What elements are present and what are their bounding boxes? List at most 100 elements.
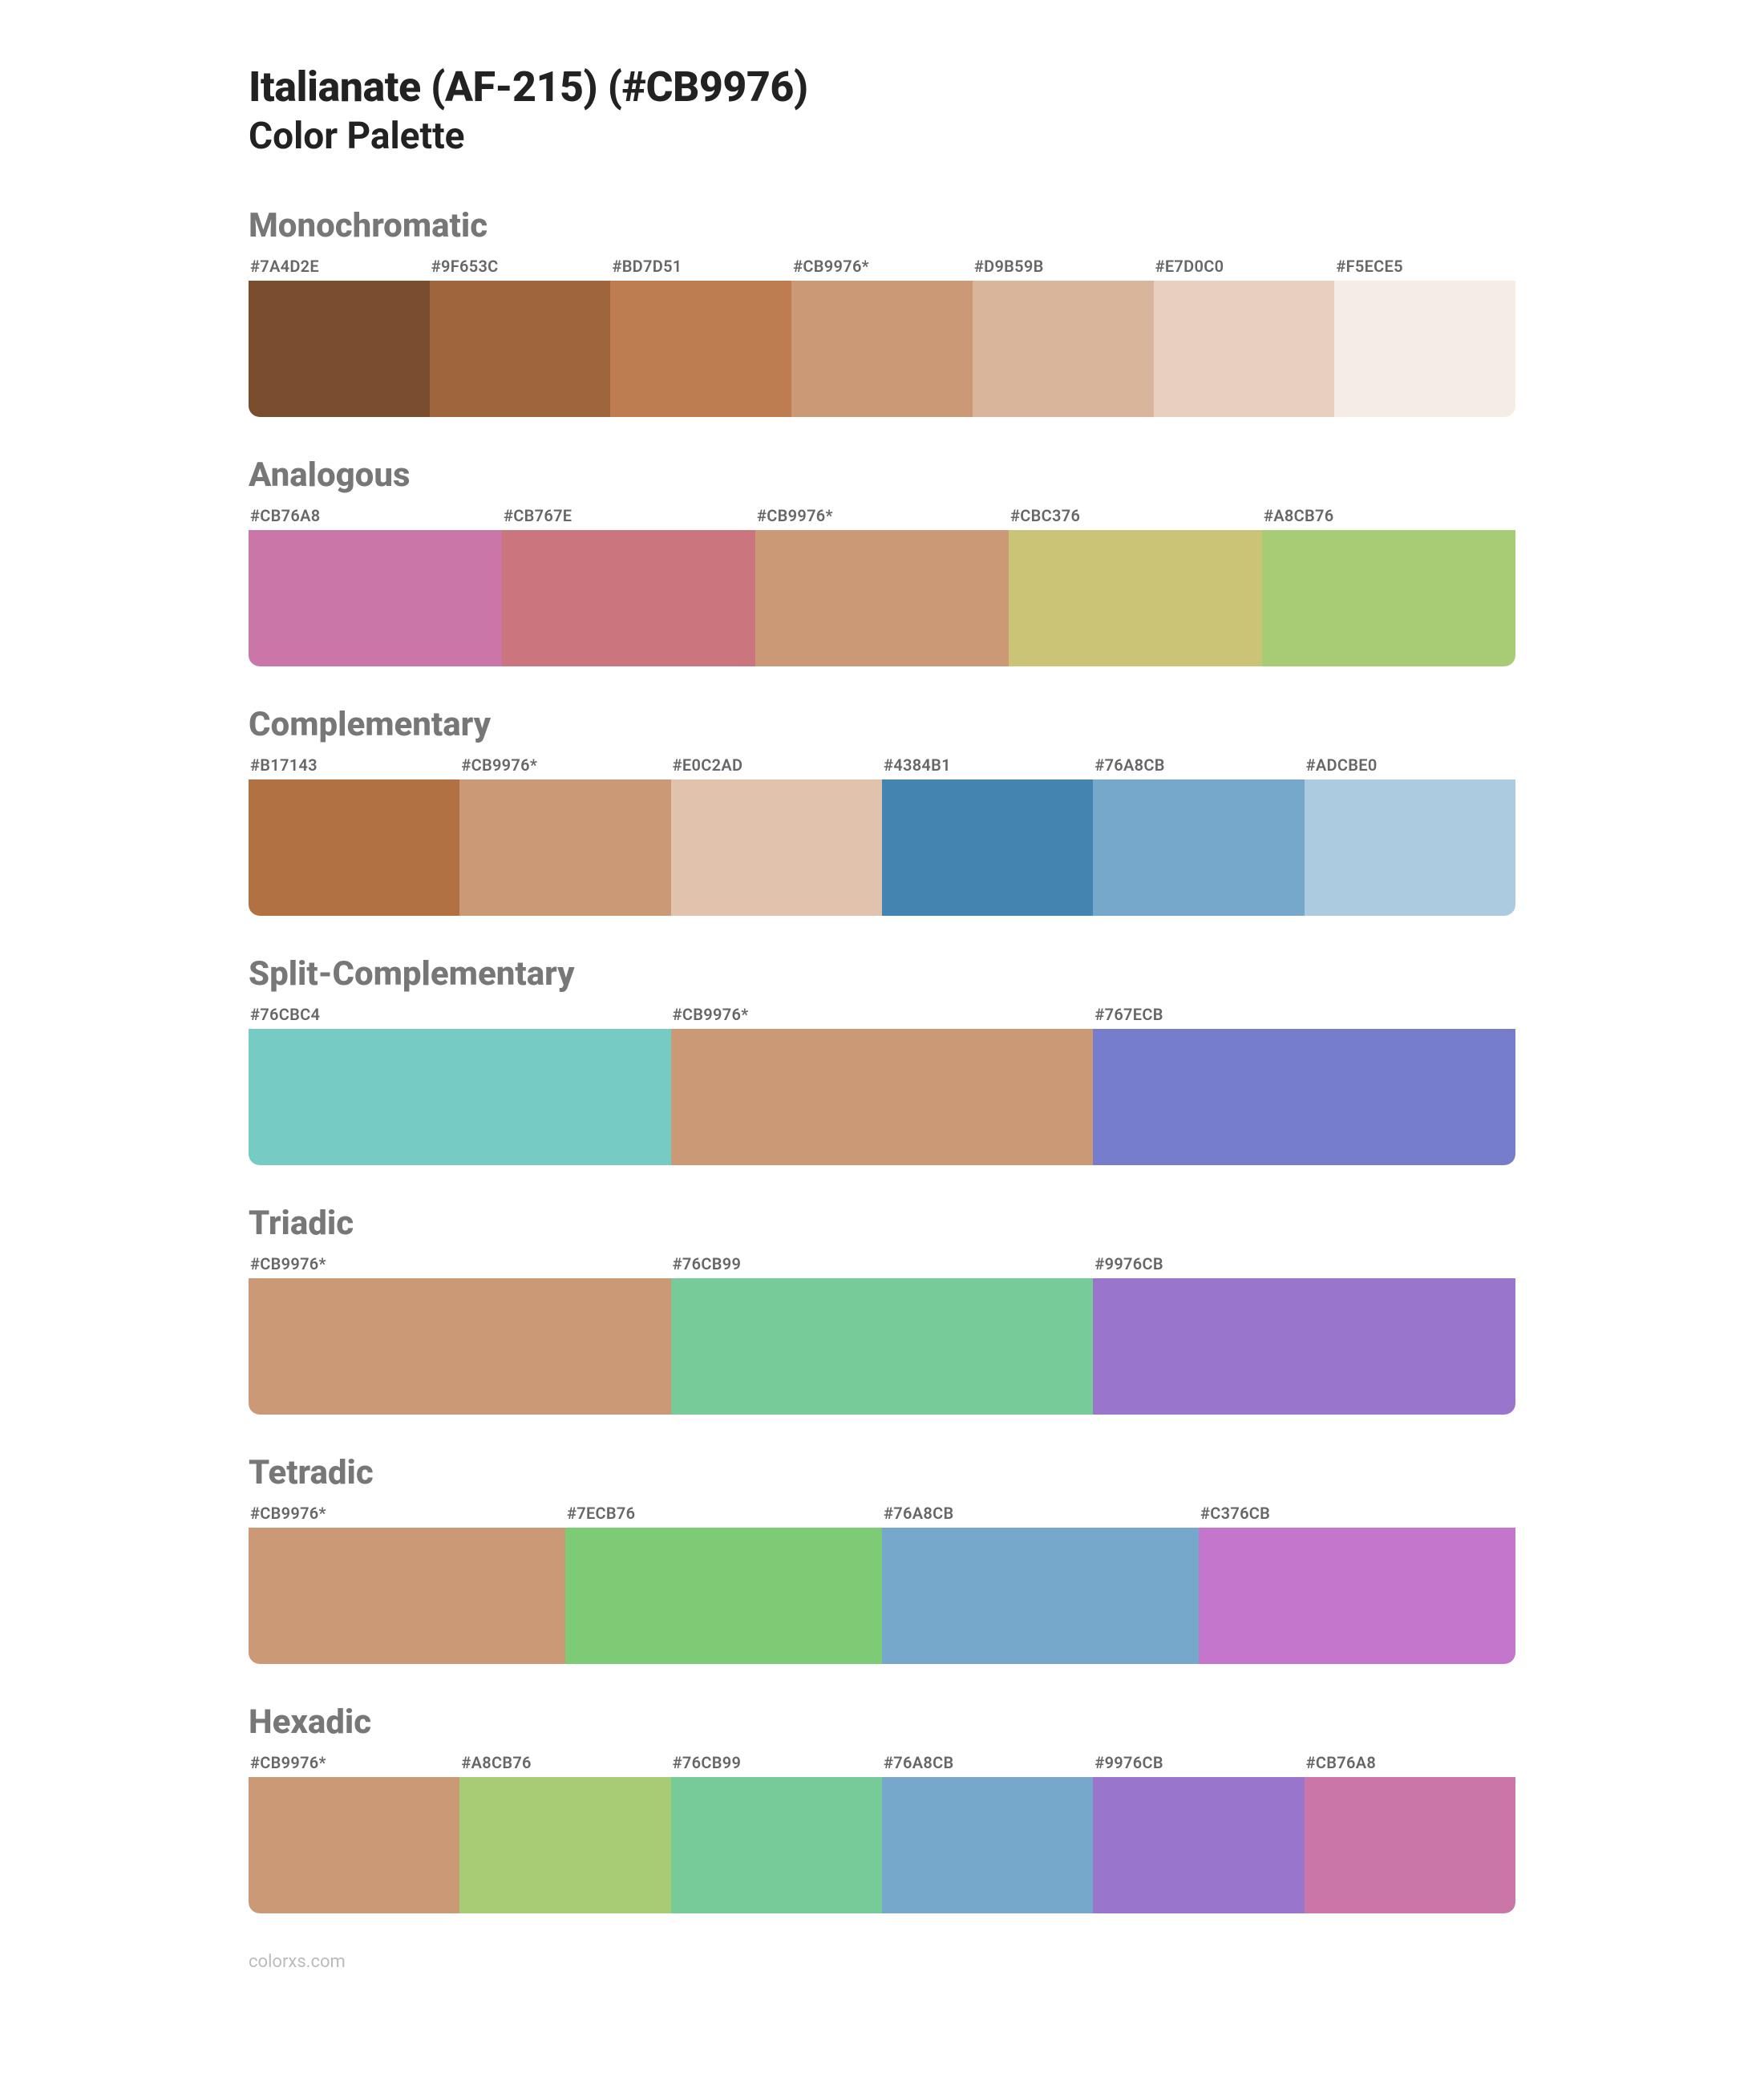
swatch-row: #CB9976*#7ECB76#76A8CB#C376CB bbox=[249, 1500, 1515, 1664]
swatch-label: #4384B1 bbox=[882, 752, 1093, 779]
swatch-label: #CB9976* bbox=[249, 1251, 671, 1278]
swatch-label: #76A8CB bbox=[882, 1750, 1093, 1777]
swatch-block bbox=[671, 1029, 1094, 1165]
swatch-label: #9F653C bbox=[430, 253, 611, 281]
swatch-block bbox=[1334, 281, 1515, 417]
swatch: #CB76A8 bbox=[249, 503, 502, 666]
swatch-label: #9976CB bbox=[1093, 1251, 1515, 1278]
swatch-block bbox=[459, 1777, 670, 1913]
swatch-row: #CB9976*#A8CB76#76CB99#76A8CB#9976CB#CB7… bbox=[249, 1750, 1515, 1913]
palette-section: Tetradic #CB9976*#7ECB76#76A8CB#C376CB bbox=[249, 1453, 1515, 1664]
swatch-block bbox=[1305, 779, 1515, 916]
palette-section: Hexadic #CB9976*#A8CB76#76CB99#76A8CB#997… bbox=[249, 1702, 1515, 1913]
section-title: Split-Complementary bbox=[249, 954, 1515, 994]
swatch-label: #BD7D51 bbox=[610, 253, 791, 281]
swatch-block bbox=[1093, 1777, 1304, 1913]
swatch-block bbox=[1199, 1528, 1515, 1664]
swatch-label: #767ECB bbox=[1093, 1002, 1515, 1029]
swatch: #C376CB bbox=[1199, 1500, 1515, 1664]
swatch: #ADCBE0 bbox=[1305, 752, 1515, 916]
swatch: #CB9976* bbox=[249, 1251, 671, 1415]
swatch-label: #A8CB76 bbox=[459, 1750, 670, 1777]
swatch-block bbox=[1305, 1777, 1515, 1913]
swatch: #76CBC4 bbox=[249, 1002, 671, 1165]
swatch-block bbox=[882, 1777, 1093, 1913]
swatch-block bbox=[671, 1278, 1094, 1415]
swatch: #A8CB76 bbox=[1262, 503, 1515, 666]
swatch-label: #C376CB bbox=[1199, 1500, 1515, 1528]
swatch-block bbox=[249, 1777, 459, 1913]
swatch-block bbox=[791, 281, 973, 417]
swatch: #CB9976* bbox=[791, 253, 973, 417]
swatch: #CB9976* bbox=[249, 1750, 459, 1913]
swatch-label: #76A8CB bbox=[882, 1500, 1199, 1528]
swatch-label: #B17143 bbox=[249, 752, 459, 779]
swatch-label: #76CB99 bbox=[671, 1750, 882, 1777]
swatch-block bbox=[610, 281, 791, 417]
swatch-label: #CB76A8 bbox=[1305, 1750, 1515, 1777]
swatch-label: #7A4D2E bbox=[249, 253, 430, 281]
swatch: #A8CB76 bbox=[459, 1750, 670, 1913]
swatch: #CBC376 bbox=[1009, 503, 1262, 666]
swatch-label: #E7D0C0 bbox=[1154, 253, 1335, 281]
swatch-row: #B17143#CB9976*#E0C2AD#4384B1#76A8CB#ADC… bbox=[249, 752, 1515, 916]
swatch-block bbox=[565, 1528, 882, 1664]
swatch: #B17143 bbox=[249, 752, 459, 916]
swatch-label: #76A8CB bbox=[1093, 752, 1304, 779]
palette-section: Triadic #CB9976*#76CB99#9976CB bbox=[249, 1204, 1515, 1415]
palette-section: Complementary#B17143#CB9976*#E0C2AD#4384… bbox=[249, 705, 1515, 916]
palette-section: Monochromatic #7A4D2E#9F653C#BD7D51#CB997… bbox=[249, 206, 1515, 417]
swatch-label: #ADCBE0 bbox=[1305, 752, 1515, 779]
swatch: #4384B1 bbox=[882, 752, 1093, 916]
swatch-label: #7ECB76 bbox=[565, 1500, 882, 1528]
swatch-label: #76CB99 bbox=[671, 1251, 1094, 1278]
swatch-label: #CB9976* bbox=[249, 1750, 459, 1777]
swatch-label: #A8CB76 bbox=[1262, 503, 1515, 530]
swatch-label: #CBC376 bbox=[1009, 503, 1262, 530]
swatch: #CB9976* bbox=[249, 1500, 565, 1664]
swatch-row: #CB9976*#76CB99#9976CB bbox=[249, 1251, 1515, 1415]
swatch-block bbox=[249, 779, 459, 916]
swatch-row: #76CBC4#CB9976*#767ECB bbox=[249, 1002, 1515, 1165]
swatch-label: #CB9976* bbox=[755, 503, 1009, 530]
swatch: #E7D0C0 bbox=[1154, 253, 1335, 417]
swatch-label: #E0C2AD bbox=[671, 752, 882, 779]
swatch: #76A8CB bbox=[1093, 752, 1304, 916]
section-title: Hexadic bbox=[249, 1702, 1515, 1742]
swatch: #7A4D2E bbox=[249, 253, 430, 417]
palette-section: Analogous #CB76A8#CB767E#CB9976*#CBC376#A… bbox=[249, 455, 1515, 666]
swatch-block bbox=[502, 530, 755, 666]
swatch: #BD7D51 bbox=[610, 253, 791, 417]
swatch-block bbox=[1009, 530, 1262, 666]
swatch: #767ECB bbox=[1093, 1002, 1515, 1165]
swatch-label: #CB767E bbox=[502, 503, 755, 530]
swatch-block bbox=[249, 1029, 671, 1165]
swatch-block bbox=[249, 530, 502, 666]
swatch: #CB9976* bbox=[671, 1002, 1094, 1165]
section-title: Monochromatic bbox=[249, 206, 1515, 245]
palette-sections: Monochromatic#7A4D2E#9F653C#BD7D51#CB997… bbox=[249, 206, 1515, 1913]
swatch: #76A8CB bbox=[882, 1500, 1199, 1664]
swatch-block bbox=[1093, 779, 1304, 916]
swatch-label: #76CBC4 bbox=[249, 1002, 671, 1029]
swatch-label: #CB76A8 bbox=[249, 503, 502, 530]
swatch: #9976CB bbox=[1093, 1251, 1515, 1415]
swatch-block bbox=[1093, 1278, 1515, 1415]
palette-section: Split-Complementary #76CBC4#CB9976*#767EC… bbox=[249, 954, 1515, 1165]
page-subtitle: Color Palette bbox=[249, 115, 1515, 158]
swatch-block bbox=[459, 779, 670, 916]
section-title: Tetradic bbox=[249, 1453, 1515, 1492]
swatch-block bbox=[973, 281, 1154, 417]
swatch: #CB9976* bbox=[755, 503, 1009, 666]
swatch-block bbox=[1154, 281, 1335, 417]
swatch: #CB767E bbox=[502, 503, 755, 666]
swatch-label: #CB9976* bbox=[459, 752, 670, 779]
section-title: Triadic bbox=[249, 1204, 1515, 1243]
page-title: Italianate (AF-215) (#CB9976) bbox=[249, 64, 1515, 110]
swatch-block bbox=[671, 1777, 882, 1913]
section-title: Analogous bbox=[249, 455, 1515, 495]
swatch-label: #CB9976* bbox=[249, 1500, 565, 1528]
swatch: #7ECB76 bbox=[565, 1500, 882, 1664]
swatch-block bbox=[671, 779, 882, 916]
swatch-label: #CB9976* bbox=[671, 1002, 1094, 1029]
